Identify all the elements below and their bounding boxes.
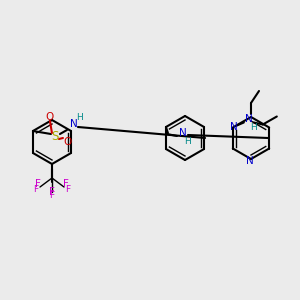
Text: F: F [49,187,55,197]
Text: S: S [51,130,58,142]
Text: N: N [70,119,78,129]
Text: F: F [33,184,39,194]
Text: O: O [64,137,72,147]
Text: N: N [230,122,238,131]
Text: H: H [76,113,83,122]
Text: O: O [46,112,54,122]
Text: N: N [246,156,254,166]
Text: F: F [63,179,69,189]
Text: H: H [184,136,191,146]
Text: F: F [50,191,55,200]
Text: F: F [65,184,70,194]
Text: F: F [35,179,41,189]
Text: N: N [245,115,253,124]
Text: H: H [250,123,257,132]
Text: N: N [179,128,187,138]
